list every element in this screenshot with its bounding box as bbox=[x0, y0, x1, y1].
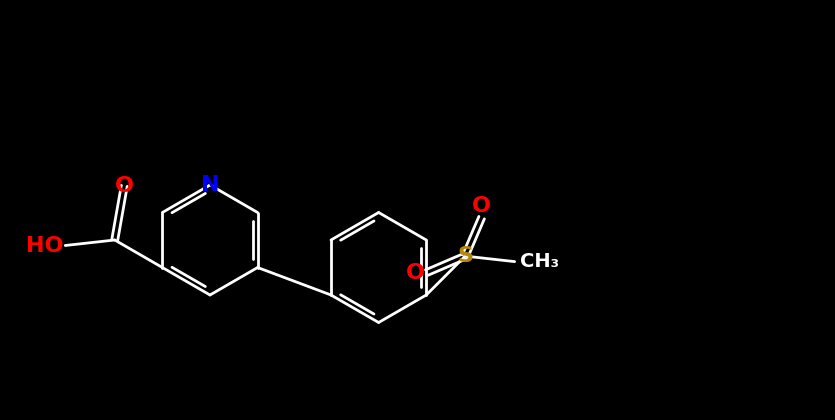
Text: N: N bbox=[200, 175, 220, 195]
Text: S: S bbox=[457, 246, 473, 266]
Text: O: O bbox=[472, 196, 491, 215]
Text: O: O bbox=[114, 176, 134, 196]
Text: CH₃: CH₃ bbox=[519, 252, 559, 271]
Text: O: O bbox=[406, 262, 425, 283]
Text: HO: HO bbox=[26, 236, 63, 255]
